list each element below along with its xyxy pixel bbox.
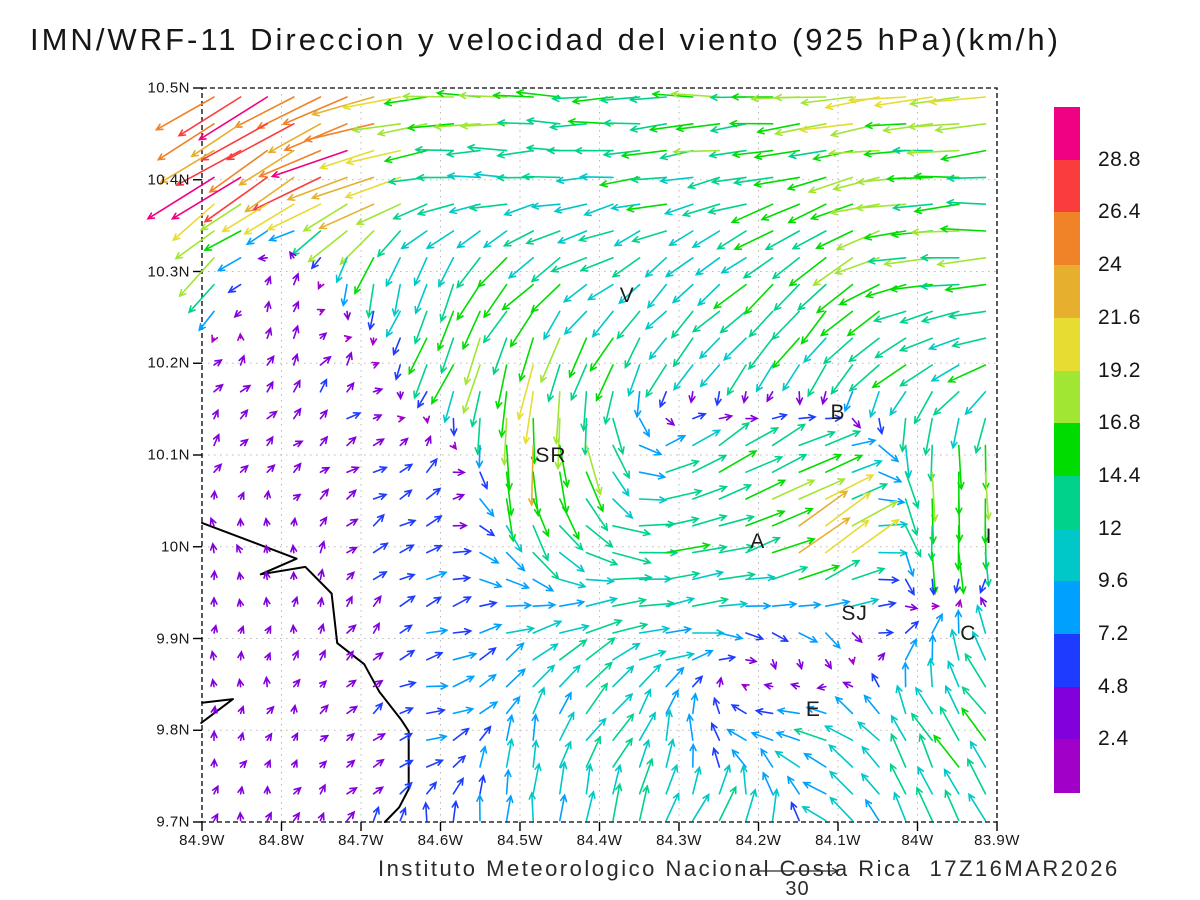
colorbar-label: 9.6: [1098, 569, 1129, 593]
coastline: [200, 521, 410, 823]
lat-tick-label: 10N: [160, 538, 190, 556]
lon-tick-label: 84.7W: [338, 832, 384, 849]
chart-title: IMN/WRF-11 Direccion y velocidad del vie…: [30, 22, 1061, 57]
colorbar-segment: [1054, 475, 1080, 530]
station-label-v: V: [619, 284, 635, 308]
lat-tick-label: 10.4N: [147, 171, 190, 189]
colorbar-segment: [1054, 423, 1080, 477]
colorbar-label: 26.4: [1098, 200, 1141, 224]
speed-colorbar: [1054, 107, 1080, 793]
lon-tick-label: 83.9W: [974, 832, 1020, 849]
colorbar-segment: [1054, 634, 1080, 688]
lat-tick-label: 10.5N: [147, 79, 190, 97]
station-label-c: C: [960, 621, 977, 645]
station-label-sj: SJ: [841, 601, 868, 625]
colorbar-label: 28.8: [1098, 147, 1141, 171]
colorbar-segment: [1054, 528, 1080, 582]
colorbar-label: 14.4: [1098, 463, 1141, 487]
colorbar-segment: [1054, 581, 1080, 635]
station-label-sr: SR: [535, 443, 567, 467]
lon-tick-label: 84.8W: [258, 832, 305, 849]
colorbar-label: 16.8: [1098, 411, 1141, 435]
lat-tick-label: 10.2N: [147, 354, 190, 372]
colorbar-label: 24: [1098, 253, 1123, 277]
lat-tick-label: 10.1N: [147, 446, 190, 464]
colorbar-label: 12: [1098, 516, 1123, 540]
lon-tick-label: 84.1W: [815, 832, 861, 849]
vector-scale-key-line: [757, 867, 840, 875]
colorbar-label: 4.8: [1098, 674, 1129, 698]
colorbar-segment: [1054, 107, 1080, 161]
lat-tick-label: 9.8N: [156, 721, 190, 739]
station-label-i: I: [985, 524, 993, 548]
colorbar-label: 7.2: [1098, 622, 1129, 645]
colorbar-segment: [1054, 739, 1080, 793]
lon-tick-label: 84.2W: [735, 832, 782, 849]
lat-tick-label: 10.3N: [147, 263, 190, 280]
colorbar-segment: [1054, 212, 1080, 266]
colorbar-segment: [1054, 159, 1080, 213]
lon-tick-label: 84.5W: [497, 832, 543, 849]
lat-tick-label: 9.7N: [156, 813, 190, 831]
colorbar-segment: [1054, 265, 1080, 319]
wind-vector-field: [146, 89, 992, 822]
lon-tick-label: 84.9W: [179, 832, 225, 849]
vector-scale-value: 30: [785, 878, 810, 900]
station-label-a: A: [750, 530, 766, 554]
lat-lon-gridlines: [202, 88, 997, 822]
colorbar-segment: [1054, 370, 1080, 424]
station-label-b: B: [830, 400, 846, 424]
lon-tick-label: 84W: [901, 832, 934, 849]
colorbar-label: 2.4: [1098, 727, 1129, 751]
station-label-e: E: [805, 698, 821, 722]
lat-tick-label: 9.9N: [156, 630, 190, 647]
colorbar-segment: [1054, 317, 1080, 371]
lon-tick-label: 84.6W: [417, 832, 464, 849]
lon-tick-label: 84.3W: [656, 832, 702, 849]
colorbar-label: 21.6: [1098, 305, 1141, 329]
axis-ticks: [193, 87, 998, 831]
credit-line: Instituto Meteorologico Nacional Costa R…: [378, 856, 1120, 881]
colorbar-label: 19.2: [1098, 358, 1141, 382]
lon-tick-label: 84.4W: [576, 832, 623, 849]
colorbar-segment: [1054, 686, 1080, 740]
